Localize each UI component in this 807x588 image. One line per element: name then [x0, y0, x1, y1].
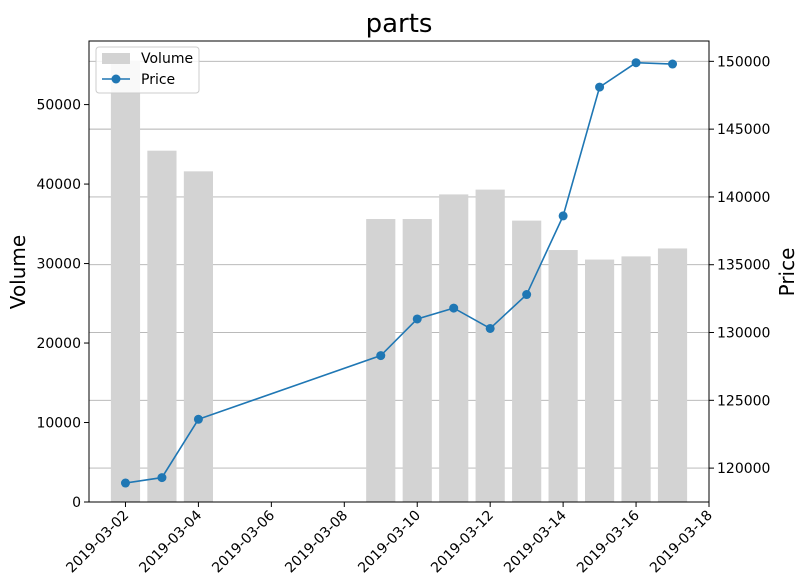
- volume-bar: [366, 219, 396, 502]
- volume-bar: [402, 219, 432, 502]
- x-tick-label: 2019-03-06: [209, 507, 278, 576]
- right-tick-label: 125000: [717, 393, 770, 409]
- right-tick-label: 150000: [717, 54, 770, 70]
- x-tick-label: 2019-03-16: [574, 507, 643, 576]
- chart-title: parts: [366, 9, 433, 39]
- right-tick-label: 130000: [717, 326, 770, 342]
- left-tick-label: 10000: [36, 416, 81, 432]
- price-marker: [558, 211, 568, 221]
- x-tick-label: 2019-03-14: [501, 507, 570, 576]
- legend-volume-swatch: [102, 53, 130, 64]
- right-tick-label: 135000: [717, 258, 770, 274]
- legend-price-label: Price: [141, 72, 175, 88]
- price-marker: [412, 314, 422, 324]
- price-marker: [376, 351, 386, 361]
- left-tick-label: 50000: [36, 98, 81, 114]
- volume-bar: [512, 220, 542, 502]
- legend-volume-label: Volume: [141, 51, 193, 67]
- left-axis-label: Volume: [6, 235, 30, 309]
- left-tick-label: 40000: [36, 177, 81, 193]
- bars: [110, 60, 688, 502]
- right-axis: 120000 125000 130000 135000 140000 145000 1500…: [709, 54, 770, 477]
- left-axis: 0 10000 20000 30000 40000 50000: [36, 98, 89, 511]
- grid-lines: [89, 60, 709, 469]
- volume-bar: [439, 194, 469, 502]
- price-marker: [668, 59, 678, 69]
- x-tick-label: 2019-03-04: [136, 507, 205, 576]
- volume-bar: [147, 150, 177, 502]
- x-tick-label: 2019-03-10: [355, 508, 424, 577]
- volume-bar: [657, 248, 688, 502]
- x-tick-label: 2019-03-18: [647, 508, 716, 577]
- x-tick-label: 2019-03-12: [428, 508, 497, 577]
- right-tick-label: 120000: [717, 461, 770, 477]
- price-marker: [522, 290, 532, 300]
- price-marker: [120, 478, 130, 488]
- price-marker: [157, 473, 167, 483]
- volume-bar: [110, 60, 141, 502]
- legend: Volume Price: [95, 46, 200, 94]
- left-tick-label: 20000: [36, 336, 81, 352]
- volume-bar: [475, 189, 505, 502]
- volume-bar: [585, 259, 615, 502]
- price-line-group: [120, 58, 678, 488]
- left-tick-label: 0: [72, 495, 81, 511]
- left-tick-label: 30000: [36, 257, 81, 273]
- right-tick-label: 140000: [717, 190, 770, 206]
- legend-price-marker: [111, 74, 121, 84]
- volume-bar: [183, 171, 213, 502]
- price-line: [125, 61, 673, 484]
- volume-bar: [548, 250, 578, 502]
- right-tick-label: 145000: [717, 122, 770, 138]
- price-marker: [449, 303, 459, 313]
- price-marker: [485, 323, 495, 333]
- x-tick-label: 2019-03-02: [63, 508, 132, 577]
- plot-frame: [88, 40, 710, 503]
- price-marker: [631, 58, 641, 68]
- x-axis: 2019-03-02 2019-03-04 2019-03-06 2019-03-08…: [63, 502, 716, 577]
- right-axis-label: Price: [775, 248, 799, 297]
- price-marker: [595, 82, 605, 92]
- x-tick-label: 2019-03-08: [282, 508, 351, 577]
- price-marker: [193, 414, 203, 424]
- volume-bar: [621, 256, 651, 502]
